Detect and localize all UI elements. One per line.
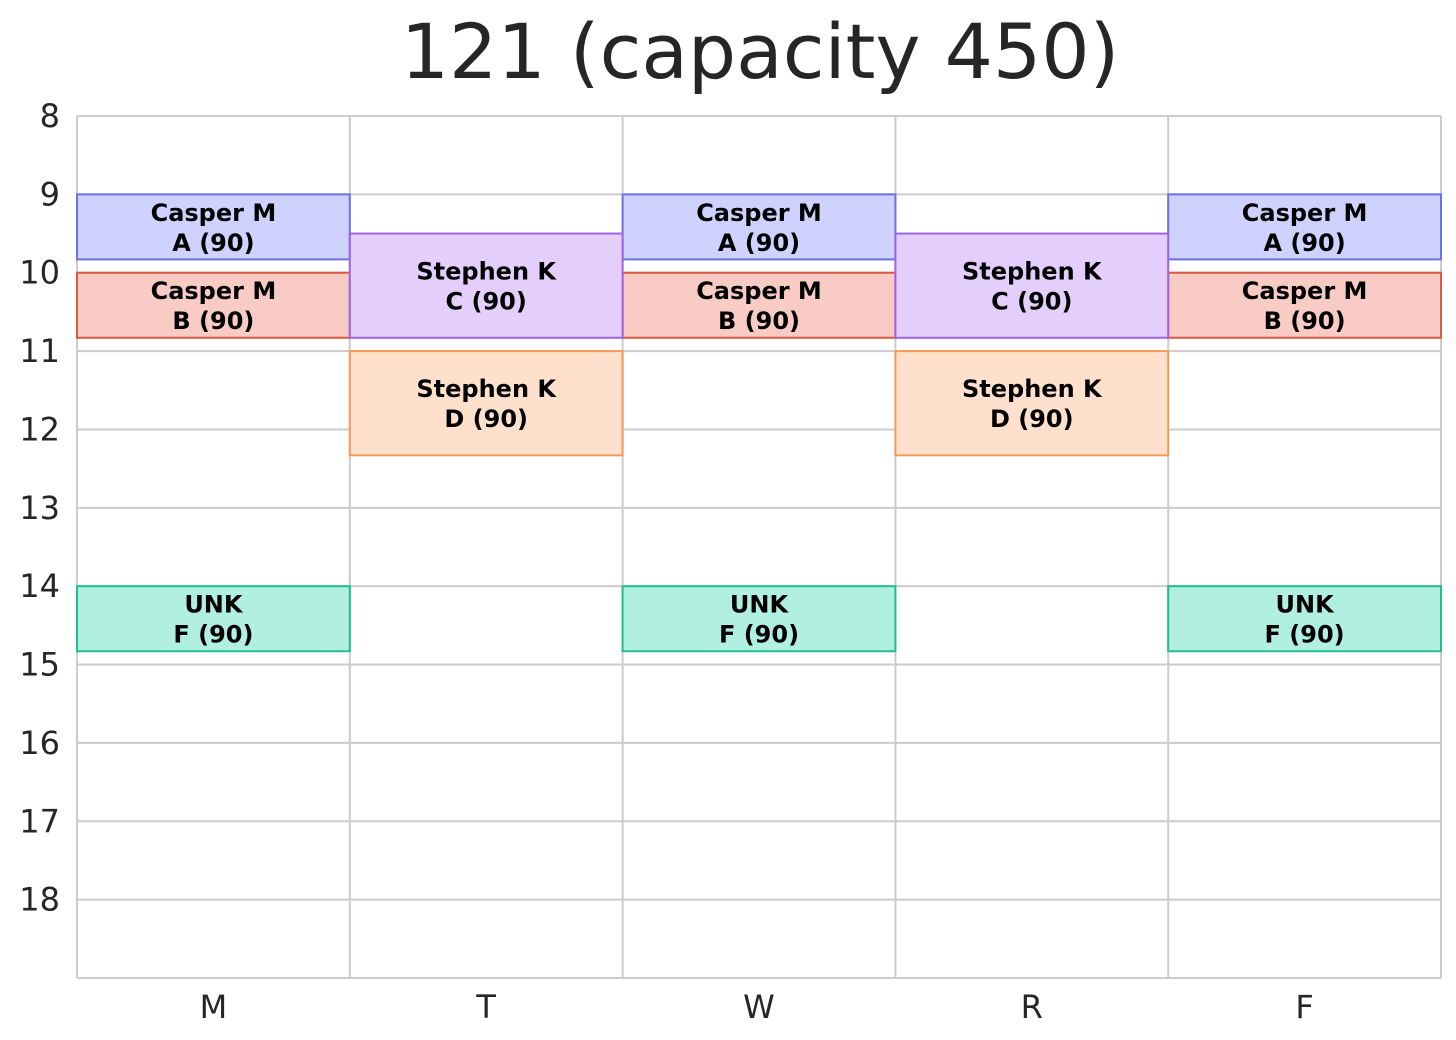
section-id-label: F (90) xyxy=(719,621,799,649)
y-tick-label: 17 xyxy=(19,802,60,840)
section-id-label: A (90) xyxy=(1263,229,1345,257)
section-block-C-R: Stephen KC (90) xyxy=(894,232,1170,339)
x-tick-label: F xyxy=(1295,988,1313,1026)
section-id-label: F (90) xyxy=(173,621,253,649)
section-id-label: B (90) xyxy=(718,307,800,335)
y-tick-label: 14 xyxy=(19,567,60,605)
y-tick-label: 9 xyxy=(40,175,60,213)
section-instructor-label: UNK xyxy=(1276,591,1336,619)
section-rect xyxy=(76,271,351,339)
y-tick-label: 13 xyxy=(19,489,60,527)
section-id-label: C (90) xyxy=(446,288,527,316)
section-id-label: D (90) xyxy=(990,405,1074,433)
section-instructor-label: Casper M xyxy=(1242,277,1368,305)
section-instructor-label: Stephen K xyxy=(962,375,1103,403)
section-rect xyxy=(1167,271,1442,339)
section-blocks: Casper MA (90)Casper MA (90)Casper MA (9… xyxy=(76,193,1442,653)
x-tick-label: R xyxy=(1021,988,1043,1026)
section-id-label: A (90) xyxy=(172,229,254,257)
section-rect xyxy=(894,232,1170,339)
y-axis-ticks: 8 9 10 11 12 13 14 15 16 17 18 xyxy=(19,97,60,919)
section-block-C-T: Stephen KC (90) xyxy=(348,232,624,339)
section-rect xyxy=(348,232,624,339)
section-block-B-M: Casper MB (90) xyxy=(76,271,351,339)
section-id-label: B (90) xyxy=(172,307,254,335)
chart-title: 121 (capacity 450) xyxy=(401,7,1120,96)
section-id-label: C (90) xyxy=(991,288,1072,316)
section-id-label: D (90) xyxy=(444,405,528,433)
section-block-A-M: Casper MA (90) xyxy=(76,193,351,261)
section-block-B-F: Casper MB (90) xyxy=(1167,271,1442,339)
section-rect xyxy=(76,585,351,653)
x-tick-label: M xyxy=(200,988,228,1026)
grid xyxy=(76,115,1442,979)
section-rect xyxy=(621,193,897,261)
y-tick-label: 16 xyxy=(19,724,60,762)
section-instructor-label: UNK xyxy=(730,591,790,619)
section-block-D-T: Stephen KD (90) xyxy=(348,350,624,457)
section-rect xyxy=(76,193,351,261)
y-tick-label: 11 xyxy=(19,332,60,370)
section-block-A-W: Casper MA (90) xyxy=(621,193,897,261)
section-instructor-label: Casper M xyxy=(1242,199,1368,227)
section-rect xyxy=(621,585,897,653)
x-tick-label: W xyxy=(743,988,775,1026)
y-tick-label: 8 xyxy=(40,97,60,135)
y-tick-label: 15 xyxy=(19,646,60,684)
section-id-label: B (90) xyxy=(1264,307,1346,335)
section-instructor-label: Stephen K xyxy=(416,375,557,403)
section-instructor-label: Casper M xyxy=(151,277,277,305)
section-rect xyxy=(1167,585,1442,653)
x-tick-label: T xyxy=(475,988,496,1026)
y-tick-label: 18 xyxy=(19,881,60,919)
section-rect xyxy=(894,350,1170,457)
section-id-label: F (90) xyxy=(1265,621,1345,649)
section-instructor-label: Casper M xyxy=(696,199,822,227)
section-instructor-label: Stephen K xyxy=(962,258,1103,286)
section-block-B-W: Casper MB (90) xyxy=(621,271,897,339)
y-tick-label: 10 xyxy=(19,254,60,292)
section-instructor-label: UNK xyxy=(184,591,244,619)
section-instructor-label: Stephen K xyxy=(416,258,557,286)
section-id-label: A (90) xyxy=(718,229,800,257)
section-instructor-label: Casper M xyxy=(696,277,822,305)
section-block-D-R: Stephen KD (90) xyxy=(894,350,1170,457)
section-rect xyxy=(1167,193,1442,261)
section-rect xyxy=(348,350,624,457)
section-block-A-F: Casper MA (90) xyxy=(1167,193,1442,261)
y-tick-label: 12 xyxy=(19,410,60,448)
section-instructor-label: Casper M xyxy=(151,199,277,227)
